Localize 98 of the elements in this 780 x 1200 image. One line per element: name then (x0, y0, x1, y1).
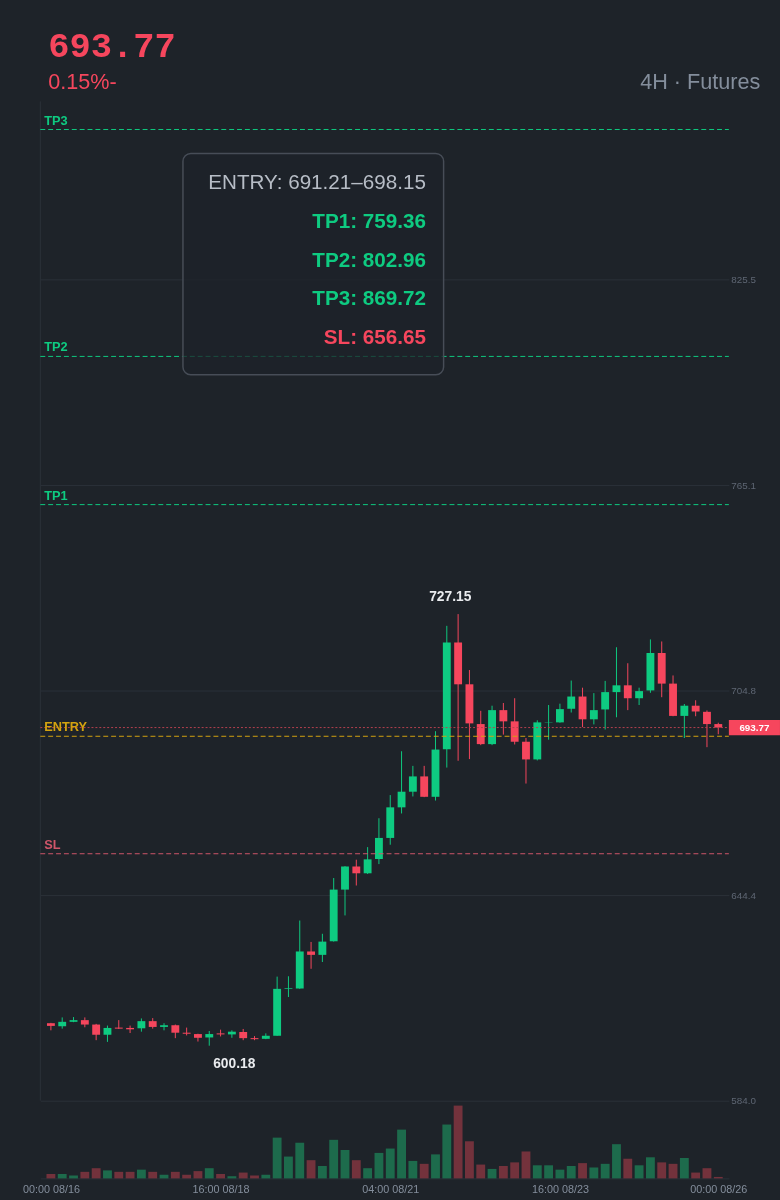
annotation: TP1: 759.36 (312, 208, 426, 232)
bar (148, 1171, 158, 1179)
candlestick (420, 765, 429, 798)
bar (544, 1165, 554, 1179)
candlestick (555, 703, 564, 724)
bar (363, 1168, 373, 1179)
candlestick (363, 846, 372, 875)
bar (408, 1160, 418, 1179)
annotation: SL: 656.65 (323, 325, 426, 349)
bar (634, 1165, 644, 1179)
category-label: 00:00 08/26 (690, 1182, 748, 1195)
annotation: TP2: 802.96 (312, 247, 426, 271)
ref-line-label: TP2 (44, 339, 68, 355)
bar (431, 1154, 440, 1179)
ref-line-label: TP1 (44, 487, 68, 503)
annotation: 727.15 (429, 589, 472, 605)
candlestick (612, 646, 621, 718)
bar (612, 1144, 621, 1179)
bar (397, 1129, 406, 1179)
bar (91, 1168, 101, 1179)
text: 4H · Futures (640, 68, 761, 94)
bar (623, 1158, 633, 1179)
bar (284, 1156, 293, 1179)
bar (442, 1124, 452, 1179)
candlestick (499, 702, 508, 736)
text: 693.77 (48, 28, 176, 69)
candlestick (408, 765, 417, 797)
bar (385, 1148, 395, 1179)
candlestick (635, 687, 644, 706)
bar (555, 1169, 565, 1179)
bar (351, 1160, 361, 1179)
bar (103, 1170, 112, 1179)
candlestick (46, 1022, 55, 1031)
bar (419, 1163, 429, 1179)
candlestick (680, 703, 689, 739)
bar (136, 1169, 146, 1179)
annotation: TP3: 869.72 (312, 286, 426, 310)
bar (521, 1151, 531, 1179)
bar (317, 1166, 327, 1179)
text: 693.77 (739, 721, 770, 733)
chart-subtitle: 0.15%- (48, 68, 117, 94)
bar (295, 1142, 305, 1179)
category-label: 04:00 08/21 (362, 1182, 420, 1195)
bar (532, 1165, 542, 1179)
ref-line-label: ENTRY (44, 719, 88, 735)
candlestick (544, 704, 553, 741)
candlestick (160, 1022, 168, 1031)
bar (250, 1175, 259, 1179)
y-tick-label: 584.0 (731, 1095, 757, 1107)
bar (566, 1166, 576, 1179)
y-tick-label: 825.5 (731, 274, 757, 286)
candlestick (352, 859, 361, 887)
ref-line-label: SL (44, 836, 61, 852)
candlestick (318, 933, 327, 963)
bar (453, 1105, 463, 1179)
candlestick (623, 662, 632, 711)
bar (272, 1137, 282, 1179)
bar (216, 1174, 225, 1179)
y-tick-label: 704.8 (731, 684, 757, 696)
candlestick (307, 941, 315, 970)
candlestick (341, 865, 349, 916)
candlestick (601, 680, 610, 730)
bar (204, 1168, 214, 1179)
bar (510, 1162, 520, 1179)
annotation: 600.18 (213, 1056, 256, 1072)
candlestick (284, 975, 293, 998)
y-tick-label: 765.1 (731, 479, 756, 491)
bar (679, 1158, 689, 1179)
bar (114, 1171, 124, 1179)
candlestick (703, 709, 711, 748)
candlestick (522, 737, 530, 785)
ref-line-label: TP3 (44, 112, 68, 128)
bar (578, 1163, 587, 1179)
candlestick (567, 680, 576, 713)
category-label: 16:00 08/18 (192, 1182, 250, 1195)
bar (227, 1176, 237, 1179)
bar (498, 1166, 508, 1179)
candlestick (375, 817, 383, 865)
bar (600, 1163, 610, 1179)
category-label: 00:00 08/16 (22, 1182, 80, 1195)
bar (57, 1174, 67, 1179)
category-label: 16:00 08/23 (531, 1182, 589, 1195)
bar (476, 1164, 486, 1179)
bar (645, 1157, 655, 1179)
bar (69, 1175, 78, 1179)
bar (80, 1171, 90, 1179)
bar (125, 1171, 135, 1179)
annotation: ENTRY: 691.21–698.15 (208, 169, 426, 193)
candlestick (510, 697, 519, 745)
candlestick (589, 692, 598, 725)
bar (465, 1141, 474, 1179)
y-tick-label: 644.4 (731, 889, 757, 901)
candlestick (194, 1033, 202, 1043)
bar (329, 1139, 339, 1179)
bar (170, 1171, 180, 1179)
bar (46, 1174, 56, 1179)
bar (657, 1162, 667, 1179)
bar (589, 1167, 599, 1179)
